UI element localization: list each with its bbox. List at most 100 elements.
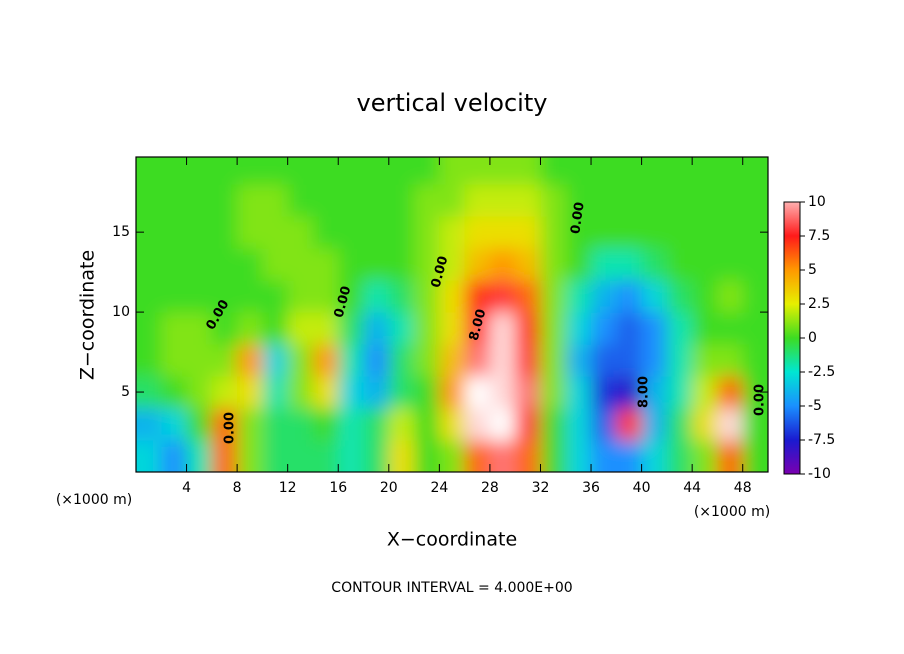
- cell: [464, 408, 491, 441]
- cell: [211, 216, 238, 249]
- cell: [211, 408, 238, 441]
- cell: [616, 157, 643, 185]
- cell: [591, 280, 617, 313]
- cell: [591, 184, 617, 217]
- cell: [742, 408, 768, 441]
- cell: [338, 216, 365, 249]
- cell: [414, 157, 440, 185]
- cell: [136, 408, 162, 441]
- cell: [692, 312, 718, 345]
- cell: [666, 216, 693, 249]
- cell: [211, 157, 238, 185]
- cell: [186, 440, 213, 472]
- cell: [591, 157, 617, 185]
- cell: [464, 440, 491, 472]
- cell: [312, 408, 339, 441]
- cell: [616, 344, 643, 377]
- cell: [540, 376, 567, 409]
- cell: [540, 157, 567, 185]
- x-tick-label: 12: [279, 480, 297, 496]
- cell: [666, 376, 693, 409]
- cell: [439, 184, 466, 217]
- cell: [464, 312, 491, 345]
- cell: [363, 216, 390, 249]
- cell: [414, 312, 440, 345]
- cell: [186, 157, 213, 185]
- cell: [237, 248, 263, 281]
- colorbar-tick-label: -5: [808, 398, 822, 414]
- cell: [312, 280, 339, 313]
- chart-title: vertical velocity: [357, 89, 548, 117]
- cell: [464, 216, 491, 249]
- cell: [388, 408, 415, 441]
- x-unit-right: (×1000 m): [694, 504, 770, 520]
- cell: [136, 344, 162, 377]
- cell: [742, 344, 768, 377]
- cell: [565, 376, 592, 409]
- cell: [287, 184, 314, 217]
- cell: [591, 216, 617, 249]
- cell: [388, 184, 415, 217]
- cell: [666, 184, 693, 217]
- cell: [742, 312, 768, 345]
- cell: [641, 157, 668, 185]
- cell: [692, 216, 718, 249]
- cell: [591, 440, 617, 472]
- cell: [312, 440, 339, 472]
- cell: [616, 216, 643, 249]
- cell: [312, 312, 339, 345]
- cell: [262, 376, 289, 409]
- cell: [338, 440, 365, 472]
- cell: [338, 376, 365, 409]
- cell: [666, 440, 693, 472]
- cell: [666, 280, 693, 313]
- cell: [287, 344, 314, 377]
- cell: [211, 312, 238, 345]
- cell: [717, 376, 744, 409]
- cell: [565, 280, 592, 313]
- cell: [287, 376, 314, 409]
- colorbar-tick-label: 10: [808, 194, 826, 210]
- cell: [616, 184, 643, 217]
- cell: [414, 248, 440, 281]
- cell: [136, 157, 162, 185]
- cell: [237, 440, 263, 472]
- cell: [540, 344, 567, 377]
- cell: [666, 408, 693, 441]
- cell: [363, 157, 390, 185]
- cell: [666, 312, 693, 345]
- cell: [591, 408, 617, 441]
- cell: [464, 184, 491, 217]
- cell: [338, 408, 365, 441]
- x-tick-label: 4: [182, 480, 191, 496]
- cell: [388, 216, 415, 249]
- cell: [237, 216, 263, 249]
- cell: [439, 157, 466, 185]
- cell: [388, 440, 415, 472]
- cell: [262, 408, 289, 441]
- cell: [616, 280, 643, 313]
- cell: [312, 184, 339, 217]
- cell: [439, 280, 466, 313]
- cell: [717, 216, 744, 249]
- cell: [565, 440, 592, 472]
- cell: [262, 157, 289, 185]
- colorbar-tick-label: -7.5: [808, 432, 835, 448]
- cell: [464, 280, 491, 313]
- cell: [692, 248, 718, 281]
- cell: [515, 312, 541, 345]
- cell: [692, 157, 718, 185]
- cell: [262, 280, 289, 313]
- cell: [515, 376, 541, 409]
- cell: [515, 184, 541, 217]
- cell: [211, 280, 238, 313]
- cell: [186, 248, 213, 281]
- cell: [287, 312, 314, 345]
- cell: [237, 376, 263, 409]
- cell: [363, 184, 390, 217]
- cell: [641, 344, 668, 377]
- cell: [262, 248, 289, 281]
- colorbar: [783, 201, 801, 475]
- cell: [161, 408, 188, 441]
- cell: [616, 440, 643, 472]
